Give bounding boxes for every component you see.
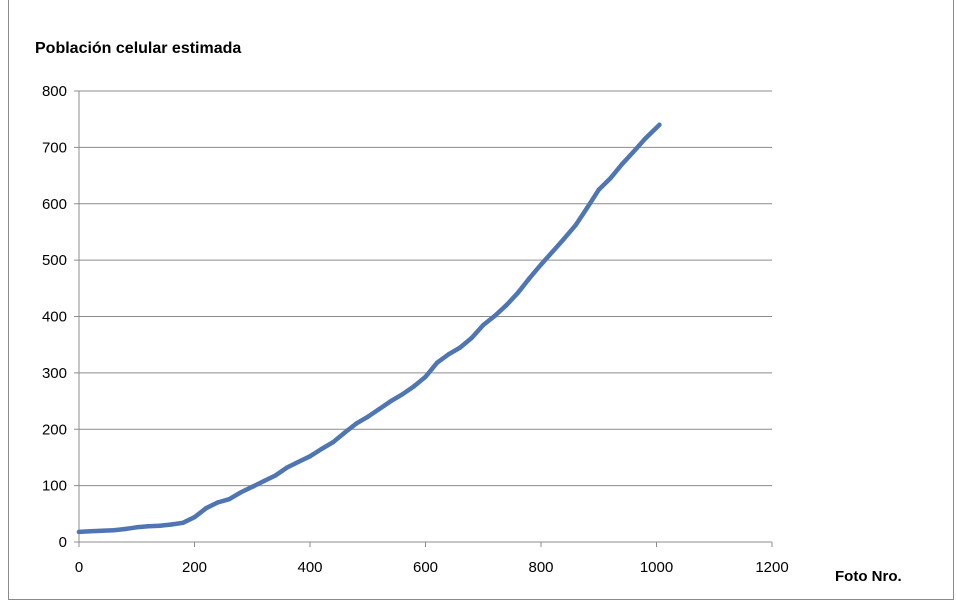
data-point [284,465,290,470]
data-point [515,290,521,295]
data-point [342,430,347,435]
data-point [180,520,186,525]
y-tick-label-600: 600 [42,196,67,213]
data-point [354,421,359,426]
series-layer [76,122,662,535]
data-point [261,478,266,484]
y-tick-labels: 0 100 200 300 400 500 600 700 800 [42,83,67,551]
x-tick-label-1000: 1000 [640,559,673,576]
data-point [657,122,662,128]
data-point [273,473,278,478]
y-tick-label-400: 400 [42,309,67,326]
data-point [238,490,243,495]
data-point [561,236,567,241]
data-point [111,528,116,533]
y-tick-label-300: 300 [42,365,67,382]
data-point [169,522,174,527]
data-point [157,523,162,528]
data-point [296,459,301,465]
data-point [573,223,578,228]
y-tick-label-200: 200 [42,421,67,438]
y-tick-label-700: 700 [42,139,67,156]
chart-svg: Población celular estimada Foto Nro. 0 10… [35,40,902,585]
axis-layer [74,90,773,547]
data-point [215,500,220,505]
data-point [608,176,613,181]
data-point [227,497,232,502]
x-tick-label-1200: 1200 [755,559,788,576]
data-point [411,384,417,389]
data-point [631,149,636,155]
data-point [99,528,105,533]
data-point [538,262,544,267]
data-point [203,506,209,511]
data-point [585,205,590,210]
data-point [596,187,601,192]
data-point [458,345,463,350]
x-tick-labels: 0 200 400 600 800 1000 1200 [75,559,789,576]
data-point [492,313,497,319]
y-tick-label-100: 100 [42,478,67,495]
data-point [192,515,197,520]
data-point [123,526,128,532]
data-point [365,414,370,419]
data-point [504,303,509,308]
y-tick-label-500: 500 [42,252,67,269]
data-point [446,352,451,357]
data-point [88,529,93,534]
data-point [388,398,394,404]
x-tick-label-0: 0 [75,559,83,576]
data-point [434,360,440,365]
y-tick-label-0: 0 [59,534,67,551]
data-point [481,322,486,328]
x-tick-label-800: 800 [528,559,553,576]
x-tick-label-400: 400 [297,559,322,576]
data-point [619,162,625,167]
data-point [146,524,151,529]
x-tick-label-200: 200 [182,559,207,576]
data-point [250,484,255,489]
data-point [134,525,139,530]
data-point [377,406,382,412]
series-line-0 [76,122,662,535]
data-point [642,136,648,142]
data-point [319,446,324,452]
y-tick-label-800: 800 [42,83,67,100]
data-point [307,454,313,459]
data-point [550,249,555,254]
data-point [469,335,474,341]
x-axis-label: Foto Nro. [835,568,902,585]
chart-title: Población celular estimada [35,40,241,57]
chart-frame: Población celular estimada Foto Nro. 0 10… [8,0,954,600]
data-point [400,392,405,397]
x-tick-label-600: 600 [413,559,438,576]
grid-layer [79,90,772,487]
data-point [423,374,428,379]
data-point [76,529,82,535]
data-point [527,276,532,281]
data-point [330,440,336,445]
